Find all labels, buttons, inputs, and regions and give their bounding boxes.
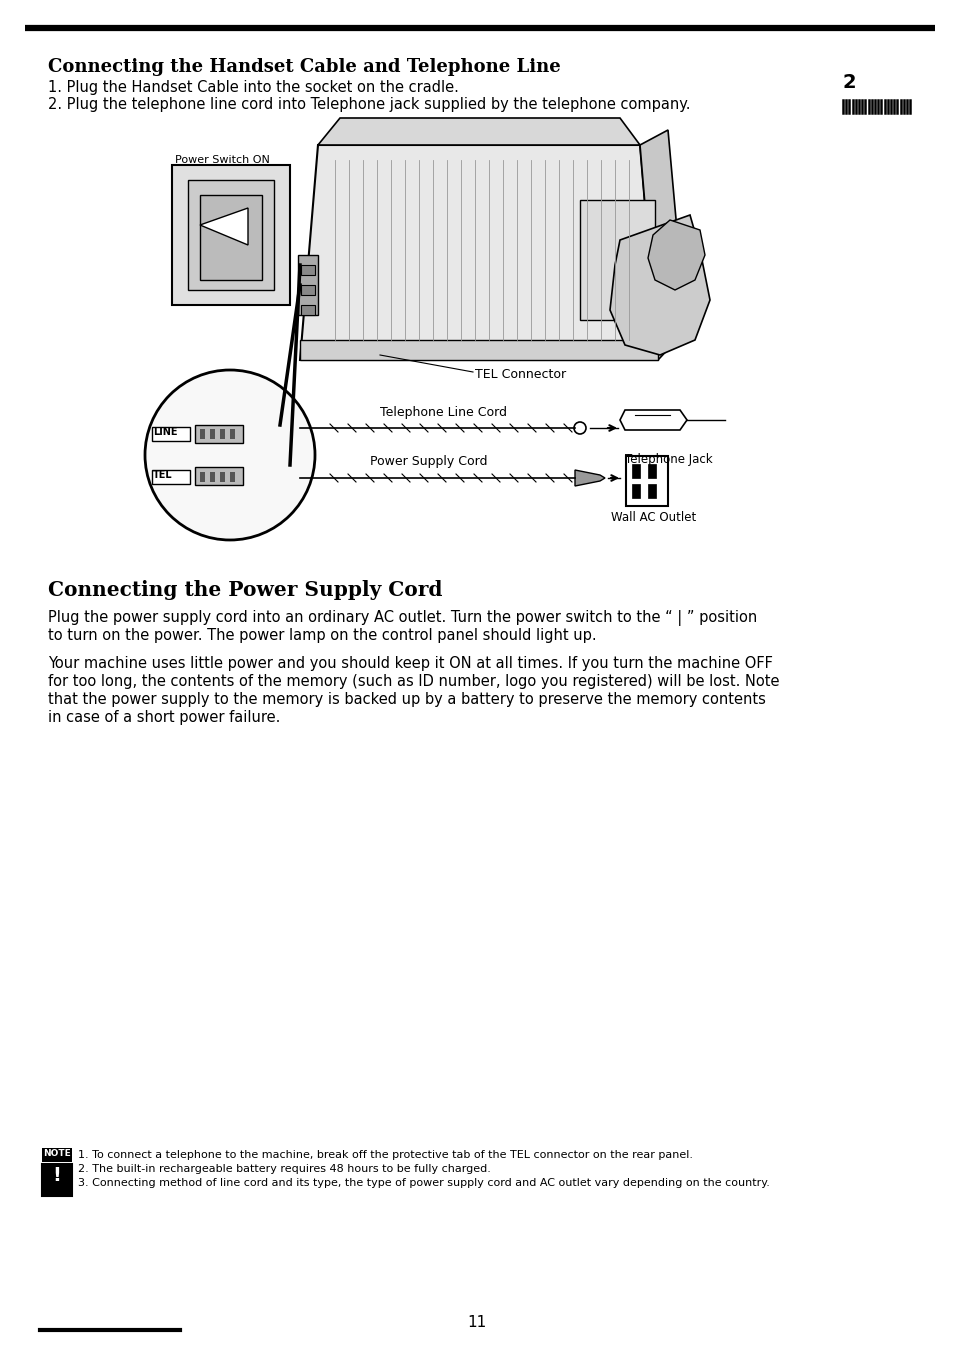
Polygon shape [200, 208, 248, 246]
Text: !: ! [52, 1166, 61, 1184]
Bar [200, 196, 262, 281]
Text: TEL: TEL [152, 469, 172, 480]
Bar [172, 165, 290, 305]
Text: Your machine uses little power and you should keep it ON at all times. If you tu: Your machine uses little power and you s… [48, 656, 772, 670]
Circle shape [145, 370, 314, 540]
Bar [200, 429, 205, 438]
Text: Plug the power supply cord into an ordinary AC outlet. Turn the power switch to : Plug the power supply cord into an ordin… [48, 610, 757, 626]
Text: LINE: LINE [152, 428, 177, 437]
Bar [42, 1148, 71, 1161]
Text: NOTE: NOTE [43, 1149, 71, 1157]
Text: 1. To connect a telephone to the machine, break off the protective tab of the TE: 1. To connect a telephone to the machine… [78, 1149, 692, 1160]
Text: Telephone Line Cord: Telephone Line Cord [379, 406, 506, 420]
Bar [210, 429, 214, 438]
Bar [631, 464, 639, 478]
Circle shape [574, 422, 585, 434]
Polygon shape [639, 130, 685, 360]
Bar [230, 472, 234, 482]
Bar [301, 285, 314, 295]
Bar [220, 472, 225, 482]
Text: 1. Plug the Handset Cable into the socket on the cradle.: 1. Plug the Handset Cable into the socke… [48, 80, 458, 94]
Text: TEL Connector: TEL Connector [475, 368, 565, 380]
Bar [631, 484, 639, 498]
Polygon shape [317, 117, 639, 144]
Bar [297, 255, 317, 316]
Text: in case of a short power failure.: in case of a short power failure. [48, 710, 280, 724]
Bar [625, 456, 667, 506]
Bar [210, 472, 214, 482]
Polygon shape [299, 144, 658, 360]
Bar [42, 1164, 71, 1197]
Text: 2. The built-in rechargeable battery requires 48 hours to be fully charged.: 2. The built-in rechargeable battery req… [78, 1164, 491, 1174]
Bar [194, 467, 243, 486]
Text: 3. Connecting method of line cord and its type, the type of power supply cord an: 3. Connecting method of line cord and it… [78, 1178, 769, 1188]
Bar [220, 429, 225, 438]
Text: Connecting the Handset Cable and Telephone Line: Connecting the Handset Cable and Telepho… [48, 58, 560, 76]
Text: that the power supply to the memory is backed up by a battery to preserve the me: that the power supply to the memory is b… [48, 692, 765, 707]
Bar [200, 472, 205, 482]
Bar [152, 469, 190, 484]
Polygon shape [609, 214, 709, 355]
Bar [647, 484, 656, 498]
Text: Telephone Jack: Telephone Jack [624, 453, 712, 465]
Bar [647, 464, 656, 478]
Text: 11: 11 [467, 1315, 486, 1330]
Bar [230, 429, 234, 438]
Polygon shape [647, 220, 704, 290]
Polygon shape [575, 469, 604, 486]
Text: to turn on the power. The power lamp on the control panel should light up.: to turn on the power. The power lamp on … [48, 629, 596, 643]
Text: 2. Plug the telephone line cord into Telephone jack supplied by the telephone co: 2. Plug the telephone line cord into Tel… [48, 97, 690, 112]
Text: Wall AC Outlet: Wall AC Outlet [610, 511, 696, 523]
Bar [188, 179, 274, 290]
Bar [579, 200, 655, 320]
Text: Connecting the Power Supply Cord: Connecting the Power Supply Cord [48, 580, 442, 600]
Polygon shape [619, 410, 686, 430]
Bar [299, 340, 658, 360]
Text: Power Supply Cord: Power Supply Cord [370, 455, 487, 468]
Bar [301, 264, 314, 275]
Text: for too long, the contents of the memory (such as ID number, logo you registered: for too long, the contents of the memory… [48, 674, 779, 689]
Text: 2: 2 [842, 73, 856, 92]
Text: Power Switch ON: Power Switch ON [174, 155, 270, 165]
Bar [194, 425, 243, 442]
Bar [301, 305, 314, 316]
Bar [152, 428, 190, 441]
